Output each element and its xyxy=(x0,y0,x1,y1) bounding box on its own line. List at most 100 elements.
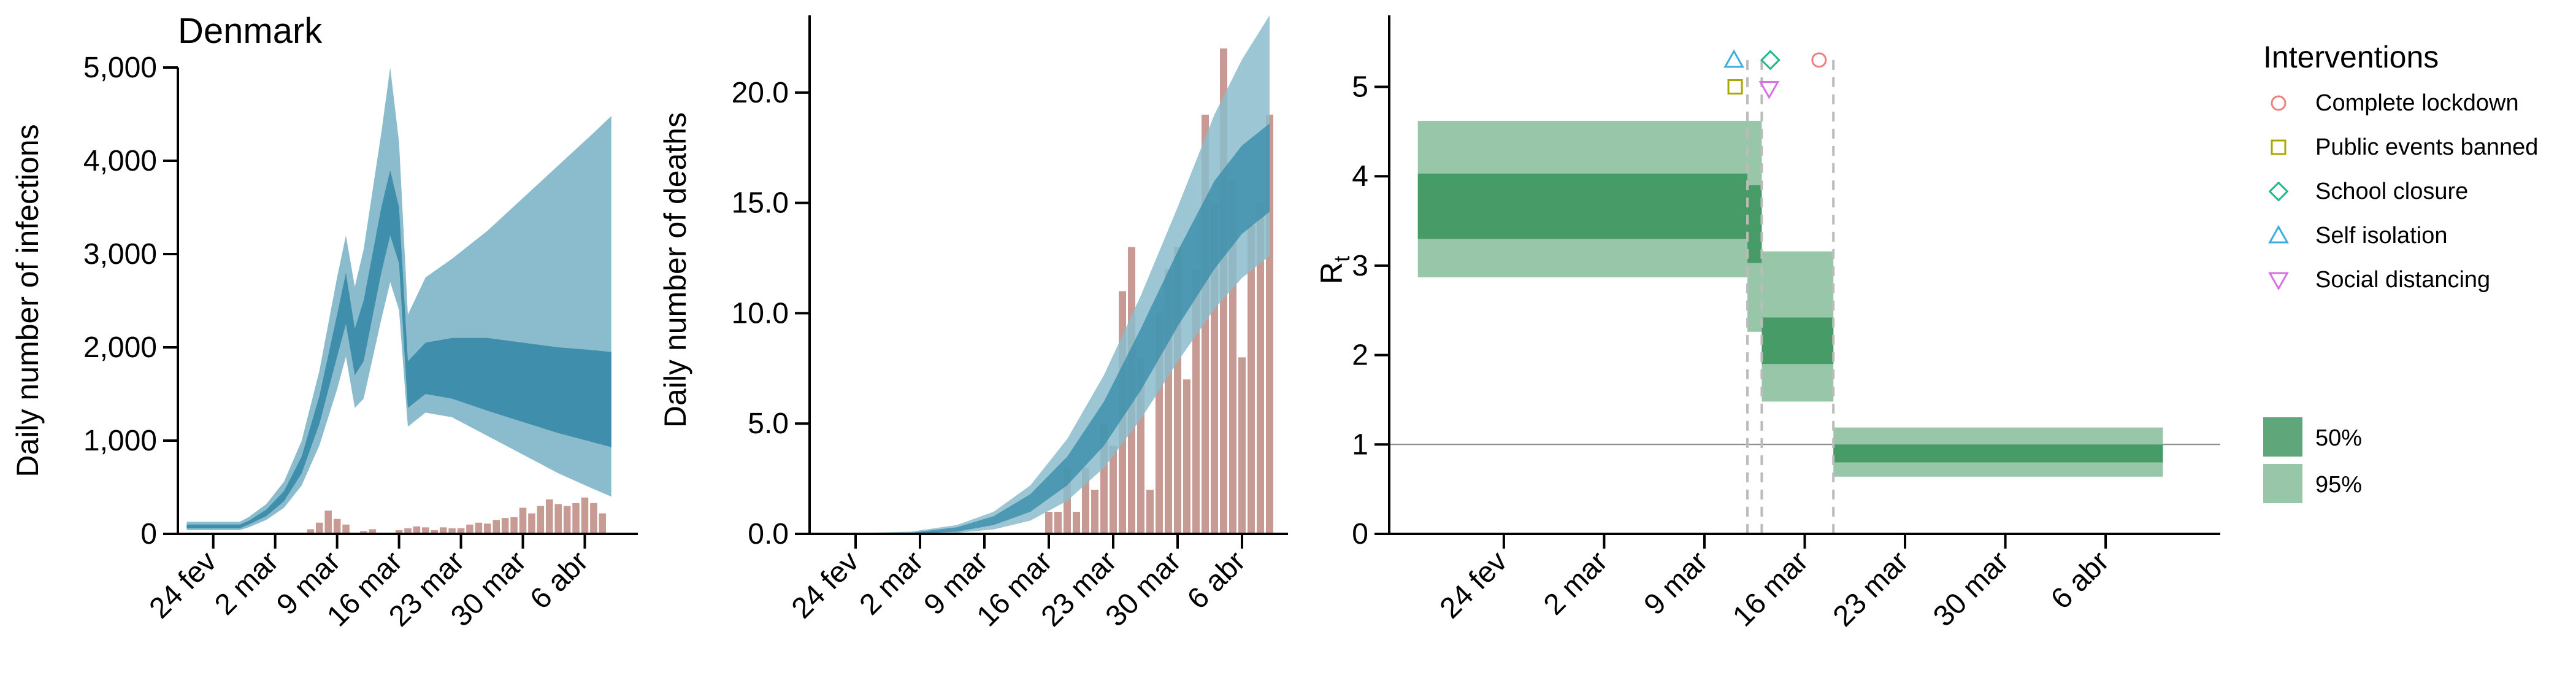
legend-marker xyxy=(2268,272,2289,291)
observed-bar xyxy=(307,529,315,534)
x-tick-label: 2 mar xyxy=(1538,545,1614,621)
observed-bar xyxy=(448,528,456,534)
legend: Interventions Complete lockdown Public ev… xyxy=(2263,40,2538,503)
observed-bar xyxy=(1183,379,1190,534)
y-tick-label: 4,000 xyxy=(83,145,157,177)
observed-bar xyxy=(1248,225,1255,534)
y-tick-label: 0.0 xyxy=(748,518,789,550)
observed-bar xyxy=(1238,357,1246,534)
legend-label: 50% xyxy=(2315,425,2362,451)
rt-band-50 xyxy=(1833,444,2163,463)
observed-bar xyxy=(581,497,589,534)
observed-bar xyxy=(519,507,527,534)
x-tick-label: 24 fev xyxy=(144,545,223,625)
y-tick-label: 2 xyxy=(1352,339,1368,372)
observed-bar xyxy=(333,519,341,534)
legend-swatch xyxy=(2263,417,2302,457)
rt-band-50 xyxy=(1417,173,1748,239)
observed-bar xyxy=(493,520,500,534)
observed-bar xyxy=(1054,512,1062,534)
observed-bar xyxy=(501,518,509,534)
intervention-marker xyxy=(1758,80,1780,99)
observed-bar xyxy=(1091,490,1098,534)
y-tick-label: 2,000 xyxy=(83,331,157,364)
infections-y-axis-label: Daily number of infections xyxy=(10,124,45,477)
y-tick-label: 4 xyxy=(1352,160,1368,193)
legend-marker xyxy=(2271,139,2287,155)
rt-y-axis-label-main: R xyxy=(1314,262,1349,284)
observed-bar xyxy=(475,522,483,534)
observed-bar xyxy=(510,517,518,534)
intervention-marker xyxy=(1760,50,1781,71)
y-tick-label: 5.0 xyxy=(748,407,789,440)
y-tick-label: 0 xyxy=(1352,518,1368,550)
observed-bar xyxy=(1257,203,1264,534)
legend-label: Complete lockdown xyxy=(2315,90,2519,116)
observed-bar xyxy=(422,527,429,534)
intervention-marker xyxy=(1727,79,1743,95)
legend-label: Self isolation xyxy=(2315,223,2447,249)
deaths-y-axis-label: Daily number of deaths xyxy=(658,112,692,428)
observed-bar xyxy=(537,506,545,534)
y-tick-label: 5 xyxy=(1352,71,1368,104)
legend-swatch xyxy=(2263,464,2302,503)
legend-label: Public events banned xyxy=(2315,134,2538,160)
legend-label: School closure xyxy=(2315,179,2468,204)
observed-bar xyxy=(324,511,332,534)
infections-plot-area xyxy=(186,68,611,534)
observed-bar xyxy=(457,528,465,534)
observed-bar xyxy=(395,530,403,534)
x-tick-label: 24 fev xyxy=(786,545,865,625)
observed-bar xyxy=(369,529,377,534)
x-tick-label: 30 mar xyxy=(1927,545,2015,633)
x-tick-label: 6 abr xyxy=(524,545,594,615)
infections-panel: Denmark 0 1,000 2,000 3,000 4,000 5,000 24 fev… xyxy=(10,11,638,633)
rt-y-axis-label: Rt xyxy=(1314,256,1354,284)
observed-bar xyxy=(546,499,553,534)
observed-bar xyxy=(554,504,562,534)
observed-bar xyxy=(590,503,597,534)
observed-bar xyxy=(599,513,607,534)
rt-band-50 xyxy=(1747,185,1762,263)
legend-marker xyxy=(2268,225,2289,244)
rt-y-axis-label-sub: t xyxy=(1329,256,1354,262)
legend-label: Social distancing xyxy=(2315,267,2490,293)
y-tick-label: 3,000 xyxy=(83,238,157,271)
x-tick-label: 16 mar xyxy=(1727,545,1814,633)
rt-band-50 xyxy=(1761,317,1834,365)
y-tick-label: 10.0 xyxy=(732,297,789,330)
deaths-plot-area xyxy=(828,15,1273,534)
observed-bar xyxy=(342,524,350,534)
observed-bar xyxy=(439,527,447,534)
observed-bar xyxy=(431,530,439,534)
y-tick-label: 15.0 xyxy=(732,187,789,220)
rt-panel: 0 1 2 3 4 5 24 fev 2 mar 9 mar 16 mar 23 mar 30 mar… xyxy=(1314,15,2220,633)
legend-title: Interventions xyxy=(2263,40,2439,74)
y-tick-label: 0 xyxy=(140,518,157,550)
observed-bar xyxy=(528,513,535,534)
x-tick-label: 2 mar xyxy=(854,545,930,621)
x-tick-label: 9 mar xyxy=(1638,545,1714,621)
x-tick-label: 2 mar xyxy=(209,545,285,621)
x-tick-label: 23 mar xyxy=(1827,545,1915,633)
x-tick-label: 6 abr xyxy=(1181,545,1252,615)
y-tick-label: 1,000 xyxy=(83,425,157,457)
y-tick-label: 1 xyxy=(1352,428,1368,461)
legend-label: 95% xyxy=(2315,472,2362,498)
legend-marker xyxy=(2271,95,2287,111)
legend-marker xyxy=(2268,181,2289,202)
observed-bar xyxy=(316,522,323,534)
rt-plot-area xyxy=(1389,49,2220,534)
x-tick-label: 24 fev xyxy=(1434,545,1514,625)
band-95 xyxy=(186,68,611,530)
intervention-marker xyxy=(1811,52,1827,68)
y-tick-label: 3 xyxy=(1352,250,1368,282)
observed-bar xyxy=(1110,446,1117,534)
observed-bar xyxy=(360,531,367,534)
observed-bar xyxy=(484,523,491,534)
band-50 xyxy=(186,170,611,528)
observed-bar xyxy=(563,506,571,534)
observed-bar xyxy=(404,528,412,534)
